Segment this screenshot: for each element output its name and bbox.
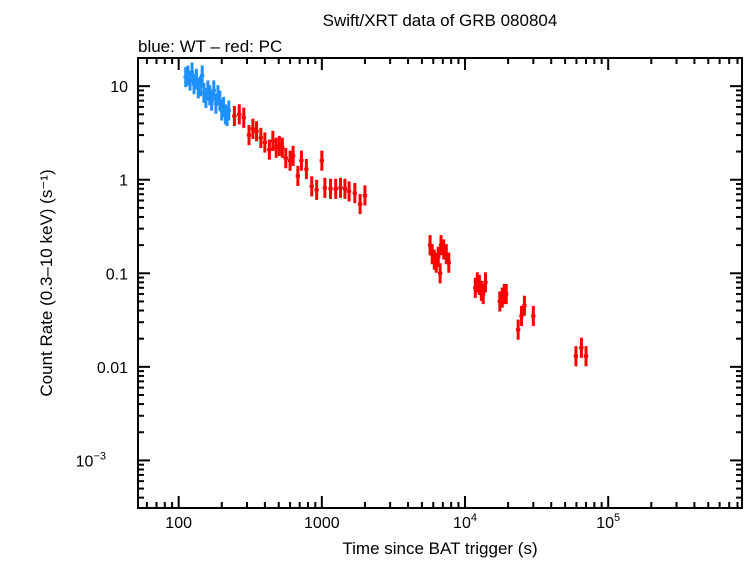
y-tick-label: 1 (119, 173, 128, 190)
data-point-pc (436, 246, 441, 267)
data-point-pc (579, 337, 584, 358)
data-point-pc (304, 159, 309, 180)
data-point-pc (342, 178, 348, 199)
data-point-wt (209, 90, 214, 111)
x-tick-label: 104 (453, 512, 477, 532)
data-point-pc (270, 130, 276, 151)
chart-title: Swift/XRT data of GRB 080804 (323, 11, 558, 30)
data-point-pc (481, 284, 486, 305)
y-axis-label: Count Rate (0.3–10 keV) (s⁻¹) (37, 169, 56, 396)
data-point-pc (362, 185, 368, 206)
data-point-pc (483, 272, 488, 293)
data-point-pc (504, 284, 509, 305)
plot-frame (137, 57, 743, 509)
data-point-pc (273, 137, 279, 158)
data-point-pc (241, 107, 246, 128)
data-point-pc (250, 118, 256, 139)
data-point-pc (283, 148, 288, 169)
data-point-wt (198, 76, 203, 97)
data-point-pc (262, 132, 268, 153)
x-tick-label: 100 (165, 515, 192, 532)
data-point-pc (254, 121, 259, 142)
data-point-wt (189, 62, 195, 83)
data-point-pc (290, 145, 296, 166)
data-point-pc (346, 181, 352, 202)
data-point-pc (573, 346, 579, 367)
data-point-pc (319, 150, 324, 171)
data-point-pc (299, 150, 304, 171)
data-point-pc (338, 177, 343, 198)
data-point-pc (295, 165, 300, 186)
data-point-pc (246, 125, 252, 146)
y-tick-label: 10 (110, 79, 128, 96)
data-point-pc (328, 178, 333, 199)
y-tick-label: 10−3 (76, 450, 106, 470)
data-point-pc (322, 177, 328, 198)
data-point-pc (333, 178, 338, 199)
data-point-pc (515, 319, 521, 340)
data-point-pc (531, 305, 536, 327)
x-axis-label: Time since BAT trigger (s) (342, 539, 537, 558)
data-point-pc (522, 295, 527, 316)
x-tick-label: 105 (596, 512, 620, 532)
data-point-pc (446, 252, 451, 273)
data-point-pc (232, 105, 237, 127)
data-point-pc (258, 127, 263, 148)
data-point-pc (267, 139, 272, 160)
y-tick-label: 0.1 (106, 266, 128, 283)
data-point-pc (314, 179, 319, 200)
data-point-pc (277, 135, 282, 156)
data-point-pc (280, 137, 285, 158)
x-tick-label: 1000 (304, 515, 340, 532)
y-tick-label: 0.01 (97, 360, 128, 377)
data-point-wt (226, 100, 231, 121)
data-point-pc (237, 104, 242, 125)
data-point-pc (519, 305, 524, 327)
data-point-wt (211, 80, 216, 101)
data-point-pc (583, 346, 589, 367)
data-point-pc (287, 150, 293, 171)
data-point-wt (199, 65, 205, 86)
data-point-pc (357, 193, 363, 215)
chart-subtitle: blue: WT – red: PC (138, 37, 282, 56)
data-point-pc (352, 183, 357, 204)
data-point-pc (309, 176, 314, 197)
data-point-pc (437, 263, 443, 284)
